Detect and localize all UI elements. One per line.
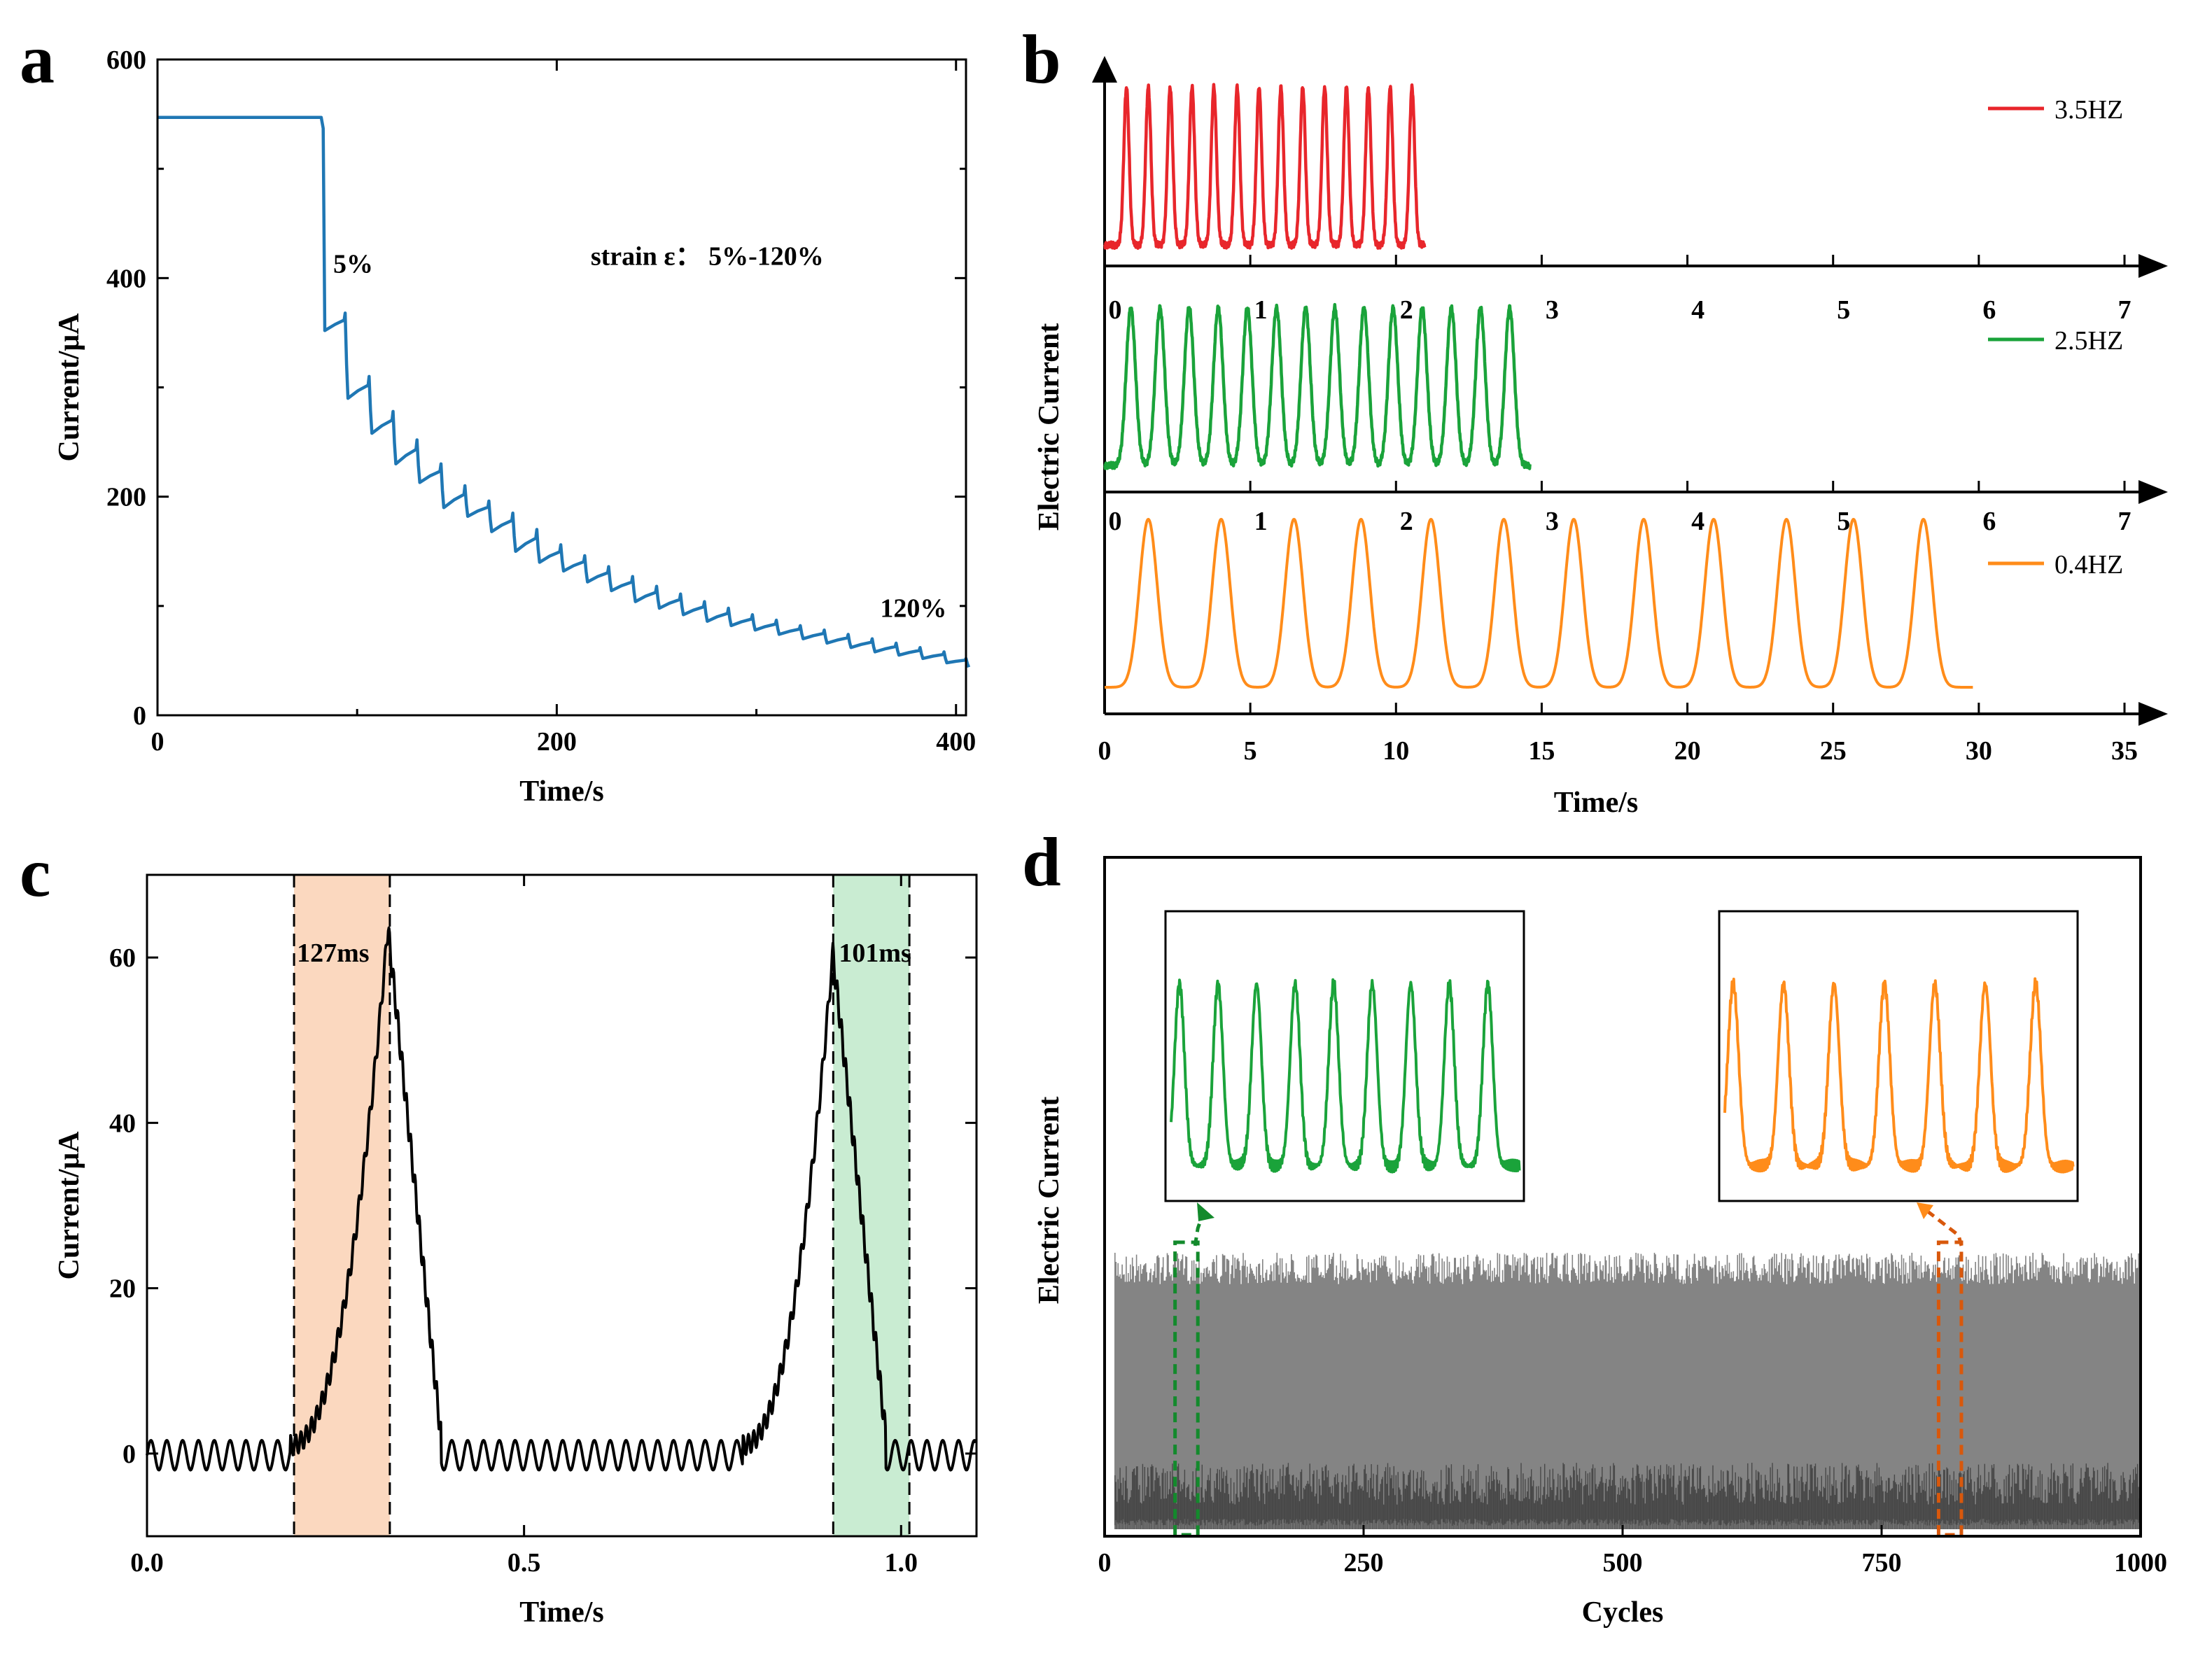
x-tick-label: 400 xyxy=(936,727,976,757)
current-line xyxy=(146,926,977,1472)
x-tick-label: 5 xyxy=(1244,736,1257,766)
x-tick-label: 1000 xyxy=(2114,1548,2167,1578)
cycle-lines xyxy=(1114,1253,2141,1526)
current-line xyxy=(158,115,971,668)
x-tick-label: 0.5 xyxy=(507,1548,541,1578)
cycle-baseline xyxy=(1114,1463,2141,1529)
x-tick-label: 500 xyxy=(1603,1548,1643,1578)
x-tick-label: 6 xyxy=(1982,295,1996,325)
x-tick-label: 3 xyxy=(1546,507,1559,536)
x-tick-label: 35 xyxy=(2111,736,2138,766)
panel-letter-b: b xyxy=(1022,20,1061,98)
y-axis-label: Electric Current xyxy=(1033,1097,1065,1305)
x-axis-arrow xyxy=(2138,254,2168,278)
inset-arrow-head xyxy=(1917,1202,1933,1219)
y-axis-arrow xyxy=(1092,56,1117,83)
x-tick-label: 3 xyxy=(1546,295,1559,325)
x-tick-label: 4 xyxy=(1691,507,1704,536)
x-tick-label: 250 xyxy=(1344,1548,1384,1578)
inset-arrow-head xyxy=(1197,1202,1214,1221)
y-axis-label: Current/μA xyxy=(53,1131,85,1280)
series-line-3.5HZ xyxy=(1103,83,1427,251)
x-tick-label: 20 xyxy=(1674,736,1701,766)
inset-waveform xyxy=(1723,977,2075,1174)
x-tick-label: 0 xyxy=(1098,736,1112,766)
panel-letter-a: a xyxy=(20,20,55,98)
x-axis-arrow xyxy=(2138,480,2168,504)
x-axis-label: Time/s xyxy=(1554,787,1639,819)
x-tick-label: 200 xyxy=(537,727,577,757)
annotation: 5% xyxy=(333,250,373,279)
y-tick-label: 40 xyxy=(109,1109,136,1138)
legend-label: 2.5HZ xyxy=(2054,326,2123,356)
inset-waveform xyxy=(1170,978,1521,1174)
x-tick-label: 0 xyxy=(151,727,164,757)
x-tick-label: 750 xyxy=(1862,1548,1902,1578)
x-tick-label: 2 xyxy=(1400,507,1413,536)
y-tick-label: 0 xyxy=(122,1440,136,1469)
plot-frame xyxy=(156,58,967,717)
x-tick-label: 7 xyxy=(2118,295,2132,325)
x-tick-label: 0.0 xyxy=(130,1548,164,1578)
x-axis-arrow xyxy=(2138,702,2168,726)
panel-c-chart: 0.0 0.5 1.0 0 20 40 60 Time/s Current/μA 127ms 101… xyxy=(53,873,978,1629)
series-line-2.5HZ xyxy=(1103,302,1532,470)
x-tick-label: 5 xyxy=(1837,295,1850,325)
inset-connector xyxy=(1924,1208,1963,1246)
x-tick-label: 1.0 xyxy=(885,1548,918,1578)
region-label: 101ms xyxy=(839,939,911,968)
x-tick-label: 7 xyxy=(2118,507,2132,536)
y-tick-label: 20 xyxy=(109,1274,136,1304)
y-axis-label: Current/μA xyxy=(53,313,85,462)
series-line-0.4HZ xyxy=(1103,518,1974,689)
panel-d-chart: 0 250 500 750 1000 Cycles Electric Current xyxy=(1033,856,2167,1629)
y-tick-label: 0 xyxy=(133,701,146,731)
y-tick-label: 200 xyxy=(106,483,146,512)
y-tick-label: 600 xyxy=(106,45,146,75)
x-tick-label: 30 xyxy=(1966,736,1992,766)
plot-frame xyxy=(146,873,978,1538)
x-tick-label: 0 xyxy=(1098,1548,1112,1578)
y-axis-label: Electric Current xyxy=(1033,323,1065,531)
y-tick-label: 60 xyxy=(109,943,136,973)
x-tick-label: 10 xyxy=(1382,736,1409,766)
shaded-region xyxy=(833,875,910,1536)
x-tick-label: 1 xyxy=(1254,295,1268,325)
panel-letter-d: d xyxy=(1022,823,1061,901)
x-tick-label: 5 xyxy=(1837,507,1850,536)
x-axis-label: Cycles xyxy=(1582,1596,1664,1629)
x-tick-label: 1 xyxy=(1254,507,1268,536)
x-tick-label: 2 xyxy=(1400,295,1413,325)
x-axis-label: Time/s xyxy=(519,1596,604,1629)
x-tick-label: 0 xyxy=(1109,507,1122,536)
panel-a-chart: 0 200 400 0 200 400 600 Time/s Current/μA 5% strai… xyxy=(53,45,976,808)
annotation: strain ε： 5%-120% xyxy=(591,242,824,272)
legend-label: 3.5HZ xyxy=(2054,95,2123,125)
x-tick-label: 6 xyxy=(1982,507,1996,536)
y-tick-label: 400 xyxy=(106,264,146,293)
legend-label: 0.4HZ xyxy=(2054,550,2123,579)
x-axis-label: Time/s xyxy=(519,775,604,808)
x-tick-label: 0 xyxy=(1109,295,1122,325)
x-tick-label: 25 xyxy=(1820,736,1847,766)
annotation: 120% xyxy=(880,593,946,623)
region-label: 127ms xyxy=(297,939,369,968)
x-tick-label: 15 xyxy=(1528,736,1555,766)
panel-letter-c: c xyxy=(20,834,50,911)
x-tick-label: 4 xyxy=(1691,295,1704,325)
